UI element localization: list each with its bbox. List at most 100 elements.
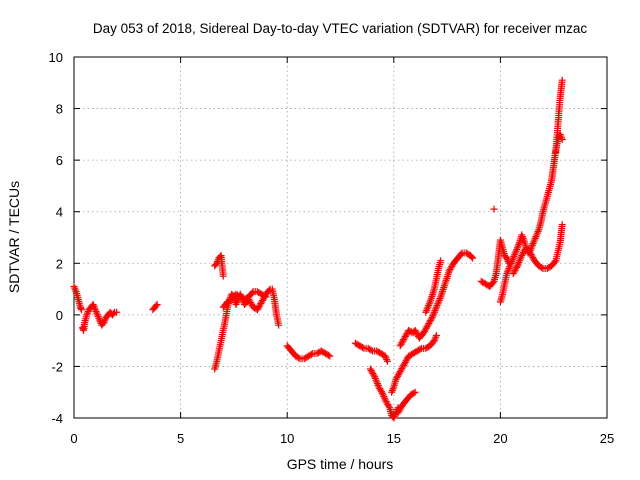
data-point — [93, 311, 101, 319]
data-point — [307, 350, 315, 358]
data-point — [410, 389, 418, 397]
data-point — [432, 331, 440, 339]
data-point — [379, 391, 387, 399]
data-point — [519, 234, 527, 242]
data-point — [397, 340, 405, 348]
data-point — [442, 278, 450, 286]
y-tick-label: 4 — [56, 205, 63, 220]
data-point — [533, 231, 541, 239]
data-point — [396, 342, 404, 350]
data-point — [436, 295, 444, 303]
data-point — [558, 221, 566, 229]
data-point — [394, 372, 402, 380]
data-point — [424, 303, 432, 311]
data-point — [534, 227, 542, 235]
data-point — [441, 280, 449, 288]
data-point — [377, 386, 385, 394]
data-point — [388, 386, 396, 394]
data-point — [435, 296, 443, 304]
data-point — [401, 333, 409, 341]
data-point — [428, 313, 436, 321]
data-point — [77, 306, 85, 314]
data-point — [247, 300, 255, 308]
data-point — [508, 256, 516, 264]
series-arc-15 — [490, 205, 498, 213]
data-point — [422, 308, 430, 316]
data-point — [507, 259, 515, 267]
data-point — [468, 253, 476, 261]
data-point — [434, 300, 442, 308]
y-tick-label: 8 — [56, 102, 63, 117]
data-point — [101, 317, 109, 325]
data-point — [391, 412, 399, 420]
data-point — [514, 242, 522, 250]
x-tick-label: 25 — [600, 431, 614, 446]
data-point — [393, 374, 401, 382]
data-point — [71, 286, 79, 294]
data-point — [430, 337, 438, 345]
x-tick-label: 10 — [280, 431, 294, 446]
data-point — [401, 358, 409, 366]
data-point — [411, 388, 419, 396]
data-point — [432, 303, 440, 311]
data-point — [233, 299, 241, 307]
series-arc-3 — [149, 301, 161, 314]
data-point — [518, 233, 526, 241]
data-point — [527, 251, 535, 259]
axis-ticks — [73, 56, 608, 419]
data-point — [377, 388, 385, 396]
data-point — [430, 287, 438, 295]
data-point — [152, 302, 160, 310]
data-point — [428, 292, 436, 300]
data-point — [395, 369, 403, 377]
data-point — [435, 298, 443, 306]
data-point — [423, 305, 431, 313]
data-point — [422, 307, 430, 315]
data-point — [558, 76, 566, 84]
data-point — [558, 134, 566, 142]
data-point — [324, 351, 332, 359]
data-point — [367, 346, 375, 354]
data-point — [402, 357, 410, 365]
y-tick-labels: -4 -2 0 2 4 6 8 10 — [49, 50, 63, 426]
data-point — [219, 272, 227, 280]
data-point — [440, 284, 448, 292]
data-point — [511, 251, 519, 259]
data-point — [528, 252, 536, 260]
data-point — [517, 253, 525, 261]
data-point — [433, 301, 441, 309]
data-point — [513, 262, 521, 270]
data-point — [402, 331, 410, 339]
series-arc-8 — [351, 339, 391, 365]
data-point — [425, 301, 433, 309]
data-point — [506, 261, 514, 269]
data-point — [96, 316, 104, 324]
data-point — [367, 367, 375, 375]
data-point — [398, 364, 406, 372]
series-arc-7 — [283, 342, 334, 363]
data-point — [533, 229, 541, 237]
data-point — [265, 286, 273, 294]
data-point — [256, 301, 264, 309]
data-point — [260, 292, 268, 300]
data-point — [516, 255, 524, 263]
data-point — [392, 375, 400, 383]
data-series — [70, 76, 566, 422]
data-point — [397, 404, 405, 412]
data-point — [416, 345, 424, 353]
data-point — [371, 373, 379, 381]
data-point — [403, 355, 411, 363]
data-point — [376, 385, 384, 393]
data-point — [513, 244, 521, 252]
data-point — [94, 313, 102, 321]
data-point — [531, 236, 539, 244]
data-point — [262, 293, 270, 301]
series-arc-16 — [496, 130, 566, 306]
data-point — [368, 368, 376, 376]
data-point — [295, 354, 303, 362]
y-tick-label: 0 — [56, 308, 63, 323]
data-point — [514, 260, 522, 268]
data-point — [113, 308, 121, 316]
data-point — [504, 268, 512, 276]
data-point — [503, 254, 511, 262]
